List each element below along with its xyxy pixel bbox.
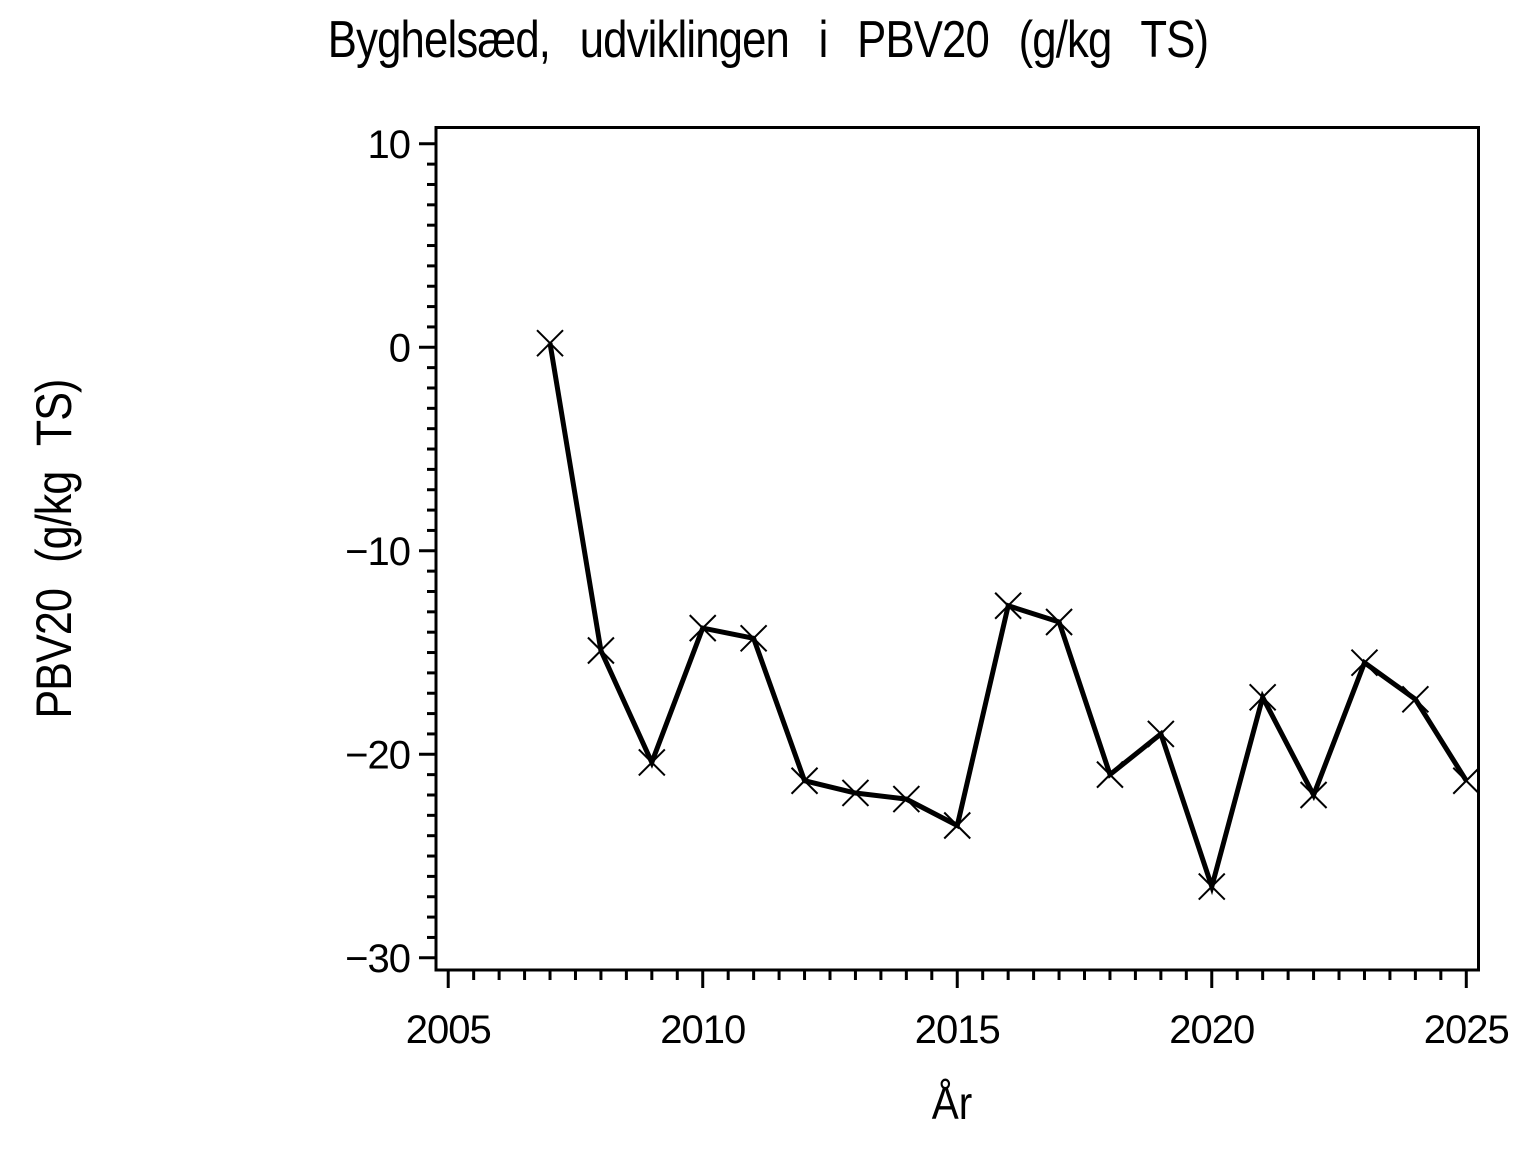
data-point-marker (536, 329, 564, 357)
x-tick-label: 2015 (915, 1008, 1000, 1052)
x-axis-title: År (931, 1077, 973, 1129)
data-point-marker (1452, 767, 1480, 795)
data-point-marker (739, 624, 768, 652)
y-tick-label: −10 (345, 530, 410, 574)
data-point-marker (638, 748, 666, 777)
x-tick-label: 2025 (1424, 1008, 1509, 1052)
data-point-marker (994, 592, 1022, 620)
plot-frame (434, 126, 1480, 972)
x-tick-label: 2020 (1169, 1008, 1254, 1052)
data-point-marker (841, 779, 870, 807)
data-point-marker (1299, 781, 1328, 809)
data-point-marker (1147, 720, 1175, 748)
chart-title: Byghelsæd, udviklingen i PBV20 (g/kg TS) (327, 11, 1209, 69)
data-point-marker (892, 785, 921, 813)
data-point-marker (587, 636, 615, 665)
data-point-marker (1248, 683, 1277, 712)
x-tick-label: 2010 (660, 1008, 745, 1052)
data-point-marker (1198, 872, 1226, 901)
y-tick-label: 10 (368, 123, 411, 167)
y-tick-label: 0 (389, 326, 410, 370)
y-tick-label: −30 (345, 937, 410, 981)
data-point-marker (1350, 649, 1379, 677)
data-point-marker (1045, 608, 1073, 636)
data-point-marker (943, 811, 971, 840)
data-point-marker (1401, 685, 1430, 714)
x-tick-label: 2005 (406, 1008, 491, 1052)
data-point-marker (1096, 760, 1124, 789)
series-line (547, 342, 1469, 896)
data-point-marker (689, 614, 717, 642)
y-tick-label: −20 (345, 733, 410, 777)
data-point-marker (790, 767, 819, 795)
